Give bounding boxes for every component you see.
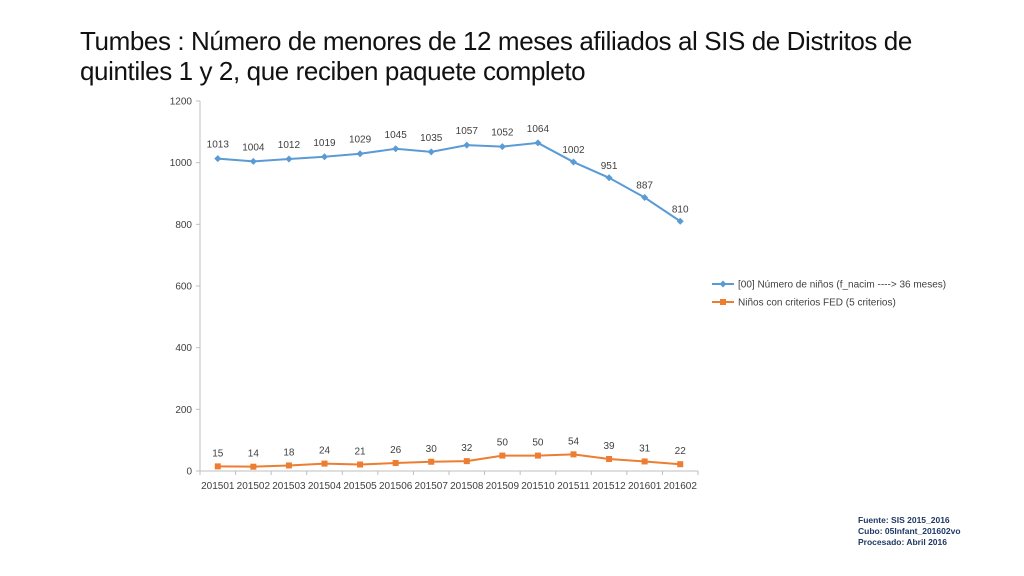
data-point (214, 463, 221, 470)
data-point (392, 459, 399, 466)
data-point (214, 155, 222, 163)
data-label: 1019 (313, 138, 336, 149)
series-1: 1013 1004 1012 1019 1029 1045 1035 1057 1052 1064… (207, 124, 689, 225)
x-tick-label: 201602 (664, 481, 698, 492)
x-tick-label: 201502 (237, 481, 271, 492)
data-point (641, 194, 649, 202)
data-point (249, 157, 257, 165)
data-label: 50 (497, 438, 509, 449)
data-point (498, 143, 506, 151)
chart-series: 1013 1004 1012 1019 1029 1045 1035 1057 1052 1064… (207, 124, 689, 470)
y-tick-label: 0 (186, 467, 192, 478)
data-point (570, 451, 577, 458)
data-point (357, 461, 364, 468)
data-label: 1052 (491, 128, 514, 139)
data-point (534, 139, 542, 147)
y-tick-label: 1000 (170, 158, 193, 169)
x-tick-label: 201509 (486, 481, 520, 492)
legend-item-2: Niños con criterios FED (5 criterios) (712, 298, 896, 309)
data-label: 39 (604, 441, 616, 452)
x-tick-label: 201501 (201, 481, 235, 492)
data-label: 54 (568, 436, 580, 447)
series-line (217, 141, 681, 223)
data-label: 21 (355, 447, 367, 458)
data-label: 18 (283, 447, 295, 458)
x-tick-label: 201510 (521, 481, 555, 492)
x-tick-label: 201503 (272, 481, 306, 492)
legend-item-1: [00] Número de niños (f_nacim ----> 36 m… (712, 280, 946, 291)
y-tick-label: 400 (175, 343, 192, 354)
data-point (605, 174, 613, 182)
source-note: Fuente: SIS 2015_2016 Cubo: 05Infant_201… (858, 515, 961, 548)
y-tick-label: 600 (175, 282, 192, 293)
data-point (321, 153, 328, 161)
data-point (641, 458, 648, 465)
data-point (285, 462, 292, 469)
legend-marker (720, 299, 726, 305)
data-point (427, 148, 435, 156)
data-label: 14 (248, 449, 260, 460)
data-label: 1064 (527, 124, 550, 135)
data-label: 951 (601, 161, 618, 172)
page-title: Tumbes : Número de menores de 12 meses a… (80, 26, 912, 86)
y-tick-label: 1200 (170, 97, 193, 108)
data-label: 1013 (207, 140, 230, 151)
data-label: 1002 (562, 145, 585, 156)
legend-marker (719, 280, 727, 288)
data-label: 32 (461, 443, 473, 454)
x-tick-label: 201505 (343, 481, 377, 492)
data-label: 1057 (456, 126, 479, 137)
data-point (250, 463, 257, 470)
data-label: 26 (390, 445, 402, 456)
data-label: 1029 (349, 135, 372, 146)
data-point (534, 452, 541, 459)
data-label: 31 (639, 443, 651, 454)
source-line-cubo: Cubo: 05Infant_201602vo (858, 526, 961, 536)
data-label: 1012 (278, 140, 301, 151)
data-point (677, 461, 684, 468)
x-tick-label: 201511 (557, 481, 590, 492)
x-tick-label: 201506 (379, 481, 413, 492)
data-point (570, 158, 577, 166)
data-label: 1045 (385, 130, 408, 141)
legend-label: [00] Número de niños (f_nacim ----> 36 m… (738, 280, 946, 291)
data-label: 50 (532, 438, 544, 449)
x-tick-label: 201512 (592, 481, 626, 492)
data-label: 1035 (420, 133, 443, 144)
source-line-procesado: Procesado: Abril 2016 (858, 537, 947, 547)
data-label: 22 (675, 446, 687, 457)
series-line (217, 453, 681, 468)
data-label: 30 (426, 444, 438, 455)
source-line-fuente: Fuente: SIS 2015_2016 (858, 515, 950, 525)
data-point (321, 460, 328, 467)
y-tick-label: 800 (175, 220, 192, 231)
data-label: 810 (672, 204, 689, 215)
data-label: 24 (319, 446, 331, 457)
data-point (428, 458, 435, 465)
x-tick-label: 201507 (415, 481, 449, 492)
data-point (463, 458, 470, 465)
data-label: 15 (212, 448, 224, 459)
data-point (356, 150, 364, 158)
x-tick-label: 201508 (450, 481, 484, 492)
x-tick-label: 201504 (308, 481, 342, 492)
series-2: 15 14 18 24 21 26 30 32 50 50 54 39 31 22 (212, 436, 687, 470)
data-point (676, 217, 684, 225)
data-point (463, 141, 471, 149)
legend-label: Niños con criterios FED (5 criterios) (738, 298, 896, 309)
data-point (606, 455, 613, 462)
chart-legend: [00] Número de niños (f_nacim ----> 36 m… (712, 280, 946, 309)
data-point (499, 452, 506, 459)
data-label: 1004 (242, 142, 265, 153)
y-tick-label: 200 (175, 405, 192, 416)
x-tick-label: 201601 (628, 481, 662, 492)
data-point (285, 155, 293, 163)
data-point (392, 145, 400, 153)
data-label: 887 (636, 181, 653, 192)
